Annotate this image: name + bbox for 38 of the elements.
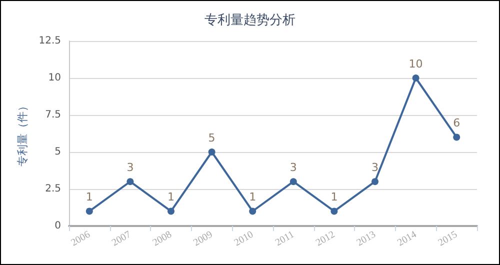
y-axis-title: 专利量（件） <box>16 100 29 166</box>
data-label: 1 <box>249 190 256 204</box>
x-tick-label: 2007 <box>110 229 133 249</box>
x-tick-label: 2014 <box>396 229 419 249</box>
x-tick-label: 2008 <box>150 229 174 249</box>
data-label: 1 <box>330 190 338 204</box>
x-tick-label: 2010 <box>232 229 256 249</box>
data-label: 5 <box>208 132 216 144</box>
x-tick-label: 2011 <box>274 229 296 249</box>
y-tick-label: 7.5 <box>45 110 61 120</box>
data-label: 10 <box>408 58 423 70</box>
point <box>126 178 134 186</box>
x-tick-label: 2012 <box>314 229 337 249</box>
y-tick-label: 0 <box>54 220 61 232</box>
point <box>168 208 174 215</box>
point <box>372 178 378 186</box>
x-tick-label: 2013 <box>354 229 378 249</box>
y-tick-label: 12.5 <box>38 36 61 46</box>
data-label: 3 <box>290 161 297 174</box>
chart-title: 专利量趋势分析 <box>204 13 296 28</box>
x-tick-label: 2009 <box>192 229 215 249</box>
point <box>453 134 460 141</box>
y-tick-label: 5 <box>54 146 61 158</box>
data-label: 6 <box>453 116 460 130</box>
point <box>412 74 420 82</box>
point <box>208 148 216 156</box>
y-tick-label: 10 <box>48 72 61 84</box>
data-label: 3 <box>372 161 378 174</box>
data-label: 1 <box>168 190 174 204</box>
point <box>330 208 338 215</box>
x-tick-label: 2006 <box>69 229 92 249</box>
point <box>290 178 297 186</box>
data-label: 3 <box>126 161 134 174</box>
point <box>86 208 93 215</box>
y-tick-label: 2.5 <box>45 184 61 194</box>
point <box>249 208 256 215</box>
x-tick-label: 2015 <box>436 229 460 249</box>
data-label: 1 <box>86 190 93 204</box>
